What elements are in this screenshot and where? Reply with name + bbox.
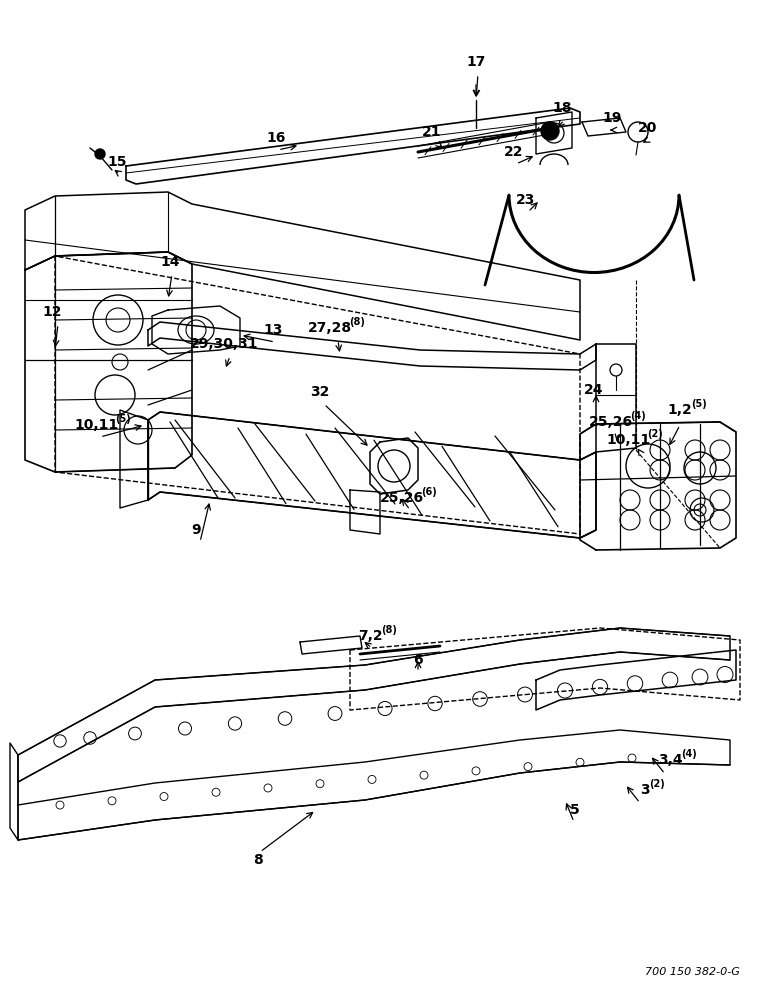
Circle shape (541, 122, 559, 140)
Text: (4): (4) (682, 749, 697, 759)
Text: 13: 13 (263, 323, 283, 337)
Text: (2): (2) (647, 429, 662, 439)
Text: 17: 17 (466, 55, 486, 69)
Text: 18: 18 (552, 101, 572, 115)
Text: (4): (4) (630, 411, 645, 421)
Text: 10,11: 10,11 (606, 433, 650, 447)
Text: (8): (8) (349, 317, 365, 327)
Text: 8: 8 (253, 853, 263, 867)
Text: 19: 19 (602, 111, 621, 125)
Text: 10,11: 10,11 (74, 418, 118, 432)
Circle shape (95, 149, 105, 159)
Text: 16: 16 (266, 131, 286, 145)
Text: (8): (8) (381, 625, 398, 635)
Text: 3: 3 (640, 783, 650, 797)
Text: 15: 15 (107, 155, 127, 169)
Text: 14: 14 (161, 255, 180, 269)
Text: (5): (5) (692, 399, 707, 409)
Text: 21: 21 (422, 125, 442, 139)
Text: 32: 32 (310, 385, 330, 399)
Text: 3,4: 3,4 (658, 753, 682, 767)
Text: 1,2: 1,2 (668, 403, 692, 417)
Text: 25,26: 25,26 (380, 491, 424, 505)
Text: 27,28: 27,28 (308, 321, 352, 335)
Text: 6: 6 (413, 653, 423, 667)
Text: 25,26: 25,26 (589, 415, 633, 429)
Text: (6): (6) (421, 487, 437, 497)
Text: 23: 23 (516, 193, 536, 207)
Text: 5: 5 (571, 803, 580, 817)
Text: 24: 24 (584, 383, 604, 397)
Text: 700 150 382-0-G: 700 150 382-0-G (645, 967, 740, 977)
Text: 20: 20 (638, 121, 658, 135)
Text: (5): (5) (115, 414, 130, 424)
Text: 22: 22 (504, 145, 523, 159)
Text: 12: 12 (42, 305, 62, 319)
Text: 29,30,31: 29,30,31 (190, 337, 259, 351)
Text: 7,2: 7,2 (357, 629, 382, 643)
Text: 9: 9 (191, 523, 201, 537)
Text: (2): (2) (648, 779, 665, 789)
